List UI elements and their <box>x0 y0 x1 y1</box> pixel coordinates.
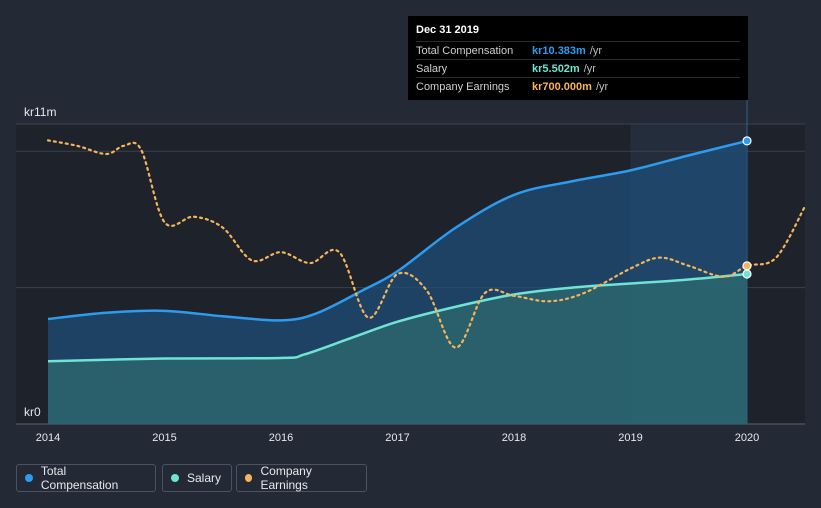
tooltip-row-salary: Salary kr5.502m /yr <box>416 59 740 77</box>
legend-label: Company Earnings <box>260 464 312 492</box>
x-tick-label: 2014 <box>36 432 60 444</box>
tooltip-unit: /yr <box>589 44 603 57</box>
legend-dot-icon <box>25 474 33 482</box>
series-areas <box>48 140 747 424</box>
salary-line <box>47 272 748 363</box>
x-tick-label: 2016 <box>269 432 293 444</box>
x-tick-label: 2015 <box>152 432 176 444</box>
legend-salary[interactable]: Salary <box>162 464 232 492</box>
legend-company-earnings[interactable]: Company Earnings <box>236 464 367 492</box>
tooltip-value: kr5.502m <box>532 62 580 75</box>
tooltip-date: Dec 31 2019 <box>416 24 479 36</box>
salary-point <box>742 269 752 279</box>
axis-labels: kr11m kr0 2014 2015 2016 2017 2018 2019 2020 <box>24 105 759 444</box>
tooltip-label: Salary <box>416 62 448 75</box>
legend-label: Salary <box>186 471 221 485</box>
tooltip-row-total-compensation: Total Compensation kr10.383m /yr <box>416 41 740 59</box>
tooltip: Dec 31 2019 Total Compensation kr10.383m… <box>408 16 748 100</box>
tooltip-value: kr10.383m <box>532 44 586 57</box>
x-tick-label: 2017 <box>385 432 409 444</box>
legend-dot-icon <box>245 474 253 482</box>
tooltip-unit: /yr <box>583 62 596 75</box>
x-tick-label: 2019 <box>618 432 642 444</box>
y-tick-label: kr0 <box>24 405 41 419</box>
y-tick-label: kr11m <box>24 105 56 119</box>
company-earnings-line <box>46 139 807 349</box>
x-tick-label: 2020 <box>735 432 759 444</box>
tooltip-label: Company Earnings <box>416 80 510 93</box>
tooltip-label: Total Compensation <box>416 44 514 57</box>
tooltip-row-company-earnings: Company Earnings kr700.000m /yr <box>416 77 740 95</box>
legend-total-compensation[interactable]: Total Compensation <box>16 464 156 492</box>
total-compensation-line <box>47 139 748 322</box>
x-tick-label: 2018 <box>502 432 526 444</box>
tooltip-unit: /yr <box>595 80 609 93</box>
tooltip-value: kr700.000m <box>532 80 592 93</box>
legend-dot-icon <box>171 474 179 482</box>
series-lines <box>46 139 807 363</box>
total-compensation-point <box>742 136 752 146</box>
legend-label: Total Compensation <box>40 464 119 492</box>
series-markers <box>742 136 752 279</box>
company-earnings-point <box>742 261 752 271</box>
salary-area <box>48 274 747 424</box>
